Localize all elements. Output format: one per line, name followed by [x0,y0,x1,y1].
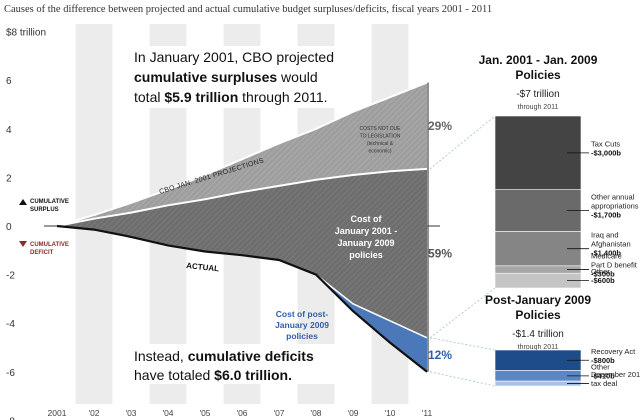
x-tick-label: '02 [88,408,99,418]
deficit-marker-icon [19,241,27,247]
panel-a-through: through 2011 [518,104,559,111]
panel-a-connector [429,287,496,339]
panel-a-segment-value: -$1,400b [591,249,621,258]
y-tick-label: 0 [6,222,12,233]
deficit-callout-prefix: Instead, [134,348,188,364]
deficit-callout-box [126,344,336,384]
panel-a-segment-value: -$3,000b [591,148,621,157]
panel-a-segment-label: Other annual [591,193,635,202]
share-label-2001-2009: 59% [428,246,452,260]
deficit-callout-amount: $6.0 trillion. [214,367,292,383]
area-label-post-2009: Cost of post- [276,309,329,319]
share-label-post-2009: 12% [428,348,452,362]
area-label-2001-2009: policies [349,250,383,260]
x-tick-label: '03 [125,408,136,418]
line-cbo-projection [56,81,428,227]
projection-callout-line2: cumulative surpluses would [134,69,318,85]
area-label-not-legislation: TO LEGISLATION [360,134,401,140]
y-tick-label: 4 [6,125,12,136]
panel-a-segment-label: Iraq and [591,231,619,240]
panel-a-segment-label: Other [591,267,610,276]
panel-a-segment-value: -$600b [591,276,615,285]
legend-deficit-label: DEFICIT [30,250,54,256]
deficit-callout-line1: Instead, cumulative deficits [134,348,314,364]
y-tick-label: 2 [6,173,12,184]
panel-b-title: Policies [515,308,561,322]
panel-b-through: through 2011 [518,344,559,351]
area-label-not-legislation: COSTS NOT DUE [359,126,401,132]
panel-b-connector [429,371,496,387]
x-tick-label: 2001 [48,408,67,418]
projection-callout-suffix: would [277,69,317,85]
series-label-actual: ACTUAL [186,261,220,273]
panel-b-segment-label: Recovery Act [591,347,636,356]
panel-a-segment-label: appropriations [591,202,639,211]
legend-surplus-label: CUMULATIVE [30,199,69,205]
projection-callout-total: total [134,89,164,105]
legend-deficit-label: CUMULATIVE [30,242,69,248]
line-policy-boundary [56,167,428,227]
share-label-not-legislation: 29% [428,119,452,133]
area-cost-2001-2009-policies [57,168,427,338]
panel-a-title: Jan. 2001 - Jan. 2009 [479,53,598,67]
x-tick-label: '05 [199,408,210,418]
projection-callout-line1: In January 2001, CBO projected [134,49,334,65]
projection-callout-amount: $5.9 trillion [164,89,238,105]
panel-b-total: -$1.4 trillion [512,329,564,340]
area-label-2001-2009: Cost of [351,214,383,224]
deficit-callout-line2: have totaled $6.0 trillion. [134,367,292,383]
x-tick-label: '04 [162,408,173,418]
projection-callout-end: through 2011. [238,89,327,105]
panel-b-connector [429,337,496,351]
panel-b-segment-value: -$410b [591,371,615,380]
deficit-callout-bold: cumulative deficits [188,348,314,364]
y-tick-label: -2 [6,271,15,282]
y-tick-label: 6 [6,76,12,87]
panel-b-segment-value: -$800b [591,356,615,365]
y-tick-label: -8 [6,416,15,420]
area-label-post-2009: January 2009 [275,320,329,330]
panel-a-title: Policies [515,68,561,82]
panel-b-segment-label: tax deal [591,379,618,388]
area-label-not-legislation: (technical & [367,141,394,147]
x-tick-label: '06 [236,408,247,418]
y-tick-label: -6 [6,368,15,379]
surplus-marker-icon [19,199,27,205]
panel-b-segment-label: Other [591,362,610,371]
panel-b-title: Post-January 2009 [485,293,591,307]
panel-a-segment [494,115,582,191]
area-costs-not-legislation [57,82,427,226]
x-tick-label: '09 [347,408,358,418]
line-post-2009-boundary [315,274,428,339]
area-label-post-2009: policies [286,331,318,341]
chart-title: Causes of the difference between project… [4,4,493,15]
area-label-2001-2009: January 2001 - [335,226,398,236]
panel-a-segment-label: Medicare [591,252,622,261]
y-tick-label: -4 [6,319,15,330]
panel-a-total: -$7 trillion [516,89,559,100]
panel-b-segment-label: December 2010 [591,370,640,379]
area-cost-post-2009-policies [316,274,427,372]
legend-surplus-label: SURPLUS [30,207,59,213]
x-tick-label: '08 [310,408,321,418]
panel-a-segment-value: -$300b [591,270,615,279]
panel-a-segment [494,189,582,232]
panel-a-segment-label: Tax Cuts [591,139,620,148]
projection-callout-box [126,46,342,108]
panel-a-segment-label: Afghanistan [591,240,631,249]
x-tick-label: '11 [422,408,433,418]
x-tick-label: '07 [273,408,284,418]
projection-callout-bold: cumulative surpluses [134,69,277,85]
area-label-2001-2009: January 2009 [337,238,394,248]
area-label-not-legislation: economic) [368,149,391,155]
projection-callout-line3: total $5.9 trillion through 2011. [134,89,328,105]
y-tick-label: $8 trillion [6,28,46,39]
x-tick-label: '10 [384,408,395,418]
deficit-callout-have: have totaled [134,367,214,383]
line-actual [56,224,428,373]
panel-a-connector [429,115,496,170]
panel-a-segment-value: -$1,700b [591,211,621,220]
panel-a-segment-label: Part D benefit [591,261,638,270]
